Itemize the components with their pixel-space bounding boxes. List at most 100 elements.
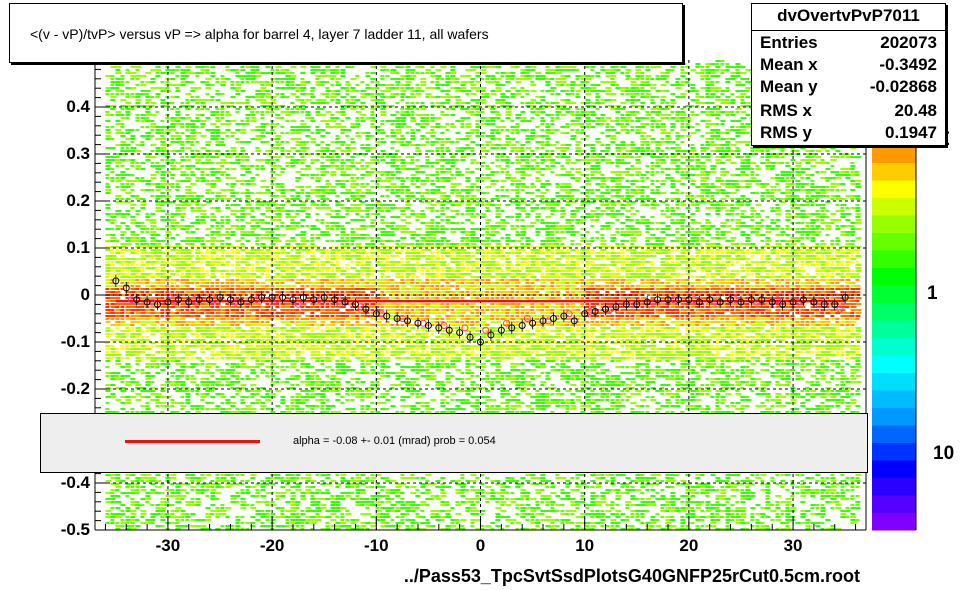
heat-cell: [295, 84, 301, 86]
heat-cell: [240, 474, 245, 476]
heat-cell: [170, 183, 175, 185]
heat-cell: [325, 366, 332, 368]
heat-cell: [185, 396, 191, 398]
heat-cell: [165, 129, 172, 131]
heat-cell: [145, 312, 152, 314]
heat-cell: [285, 72, 292, 74]
heat-cell: [300, 108, 306, 110]
heat-cell: [180, 510, 186, 512]
heat-cell: [170, 117, 176, 119]
heat-cell: [325, 498, 331, 500]
heat-cell: [230, 366, 235, 368]
heat-cell: [340, 297, 345, 299]
heat-cell: [310, 246, 316, 248]
heat-cell: [300, 174, 306, 176]
heat-cell: [335, 252, 340, 254]
heat-cell: [235, 345, 240, 347]
heat-cell: [190, 129, 196, 131]
heat-cell: [205, 189, 212, 191]
heat-cell: [265, 153, 272, 155]
heat-cell: [210, 138, 216, 140]
heat-cell: [250, 342, 255, 344]
heat-cell: [235, 357, 242, 359]
heat-cell: [120, 201, 127, 203]
heat-cell: [250, 333, 256, 335]
heat-cell: [275, 282, 280, 284]
heat-cell: [245, 486, 251, 488]
heat-cell: [320, 150, 326, 152]
heat-cell: [200, 477, 207, 479]
heat-cell: [300, 360, 305, 362]
heat-cell: [220, 102, 227, 104]
heat-cell: [130, 63, 137, 65]
heat-cell: [290, 396, 295, 398]
heat-cell: [270, 165, 277, 167]
heat-cell: [205, 84, 211, 86]
heat-cell: [320, 189, 326, 191]
heat-cell: [195, 198, 201, 200]
heat-cell: [150, 219, 157, 221]
heat-cell: [130, 141, 135, 143]
heat-cell: [350, 351, 356, 353]
heat-cell: [330, 126, 337, 128]
heat-cell: [220, 474, 227, 476]
heat-cell: [290, 228, 297, 230]
heat-cell: [330, 327, 335, 329]
heat-cell: [255, 243, 260, 245]
heat-cell: [175, 279, 180, 281]
heat-cell: [215, 324, 222, 326]
heat-cell: [105, 240, 112, 242]
heat-cell: [120, 222, 126, 224]
heat-cell: [195, 207, 202, 209]
heat-cell: [240, 366, 247, 368]
heat-cell: [310, 132, 315, 134]
heat-cell: [120, 75, 125, 77]
heat-cell: [260, 141, 266, 143]
heat-cell: [315, 186, 322, 188]
heat-cell: [160, 504, 167, 506]
heat-cell: [140, 225, 147, 227]
heat-cell: [210, 336, 217, 338]
heat-cell: [250, 255, 256, 257]
heat-cell: [305, 63, 312, 65]
heat-cell: [280, 399, 286, 401]
heat-cell: [305, 270, 310, 272]
heat-cell: [300, 303, 307, 305]
heat-cell: [260, 228, 266, 230]
heat-cell: [205, 318, 211, 320]
heat-cell: [210, 66, 216, 68]
heat-cell: [345, 318, 352, 320]
heat-cell: [295, 504, 300, 506]
heat-cell: [320, 324, 325, 326]
heat-cell: [225, 252, 230, 254]
heat-cell: [125, 117, 130, 119]
heat-cell: [115, 309, 122, 311]
heat-cell: [130, 264, 135, 266]
heat-cell: [120, 276, 127, 278]
heat-cell: [170, 141, 176, 143]
heat-cell: [240, 273, 246, 275]
heat-cell: [275, 273, 281, 275]
heat-cell: [215, 312, 221, 314]
heat-cell: [140, 189, 147, 191]
heat-cell: [305, 519, 312, 521]
heat-cell: [175, 261, 181, 263]
heat-cell: [325, 213, 332, 215]
heat-cell: [230, 264, 235, 266]
heat-cell: [225, 318, 231, 320]
heat-cell: [175, 183, 180, 185]
heat-cell: [120, 84, 125, 86]
heat-cell: [105, 273, 111, 275]
heat-cell: [150, 183, 157, 185]
heat-cell: [250, 75, 256, 77]
heat-cell: [290, 315, 296, 317]
heat-cell: [175, 189, 180, 191]
heat-cell: [235, 90, 240, 92]
heat-cell: [230, 354, 236, 356]
heat-cell: [315, 504, 320, 506]
heat-cell: [120, 261, 126, 263]
heat-cell: [105, 246, 110, 248]
heat-cell: [270, 99, 277, 101]
heat-cell: [240, 285, 246, 287]
heat-cell: [195, 150, 200, 152]
